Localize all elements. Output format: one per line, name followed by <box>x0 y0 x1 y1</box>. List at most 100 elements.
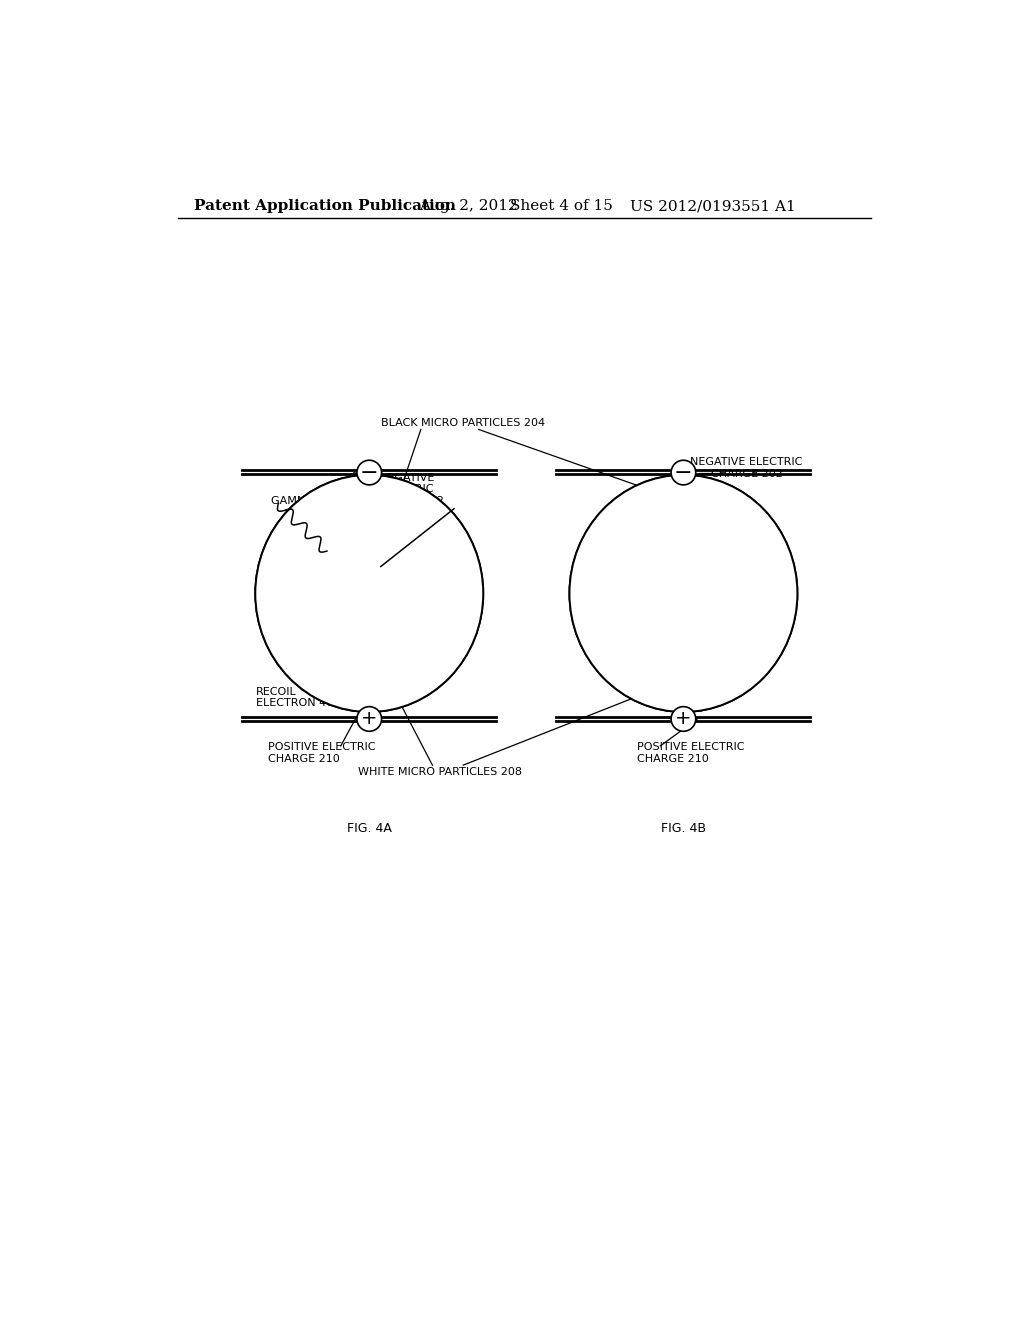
Circle shape <box>378 688 393 705</box>
Circle shape <box>666 586 682 602</box>
Circle shape <box>734 556 750 573</box>
Circle shape <box>624 512 640 528</box>
Circle shape <box>309 630 326 645</box>
Circle shape <box>327 601 343 616</box>
Circle shape <box>360 659 377 675</box>
Circle shape <box>301 527 317 543</box>
Circle shape <box>412 630 427 645</box>
Circle shape <box>632 644 648 660</box>
Circle shape <box>590 541 606 558</box>
Circle shape <box>691 659 708 675</box>
Circle shape <box>335 586 351 602</box>
Circle shape <box>360 512 377 528</box>
Circle shape <box>632 586 648 602</box>
Circle shape <box>649 673 666 690</box>
Circle shape <box>725 512 741 528</box>
Circle shape <box>360 572 377 587</box>
Circle shape <box>394 541 411 558</box>
Circle shape <box>428 601 444 616</box>
Circle shape <box>386 615 402 631</box>
Circle shape <box>394 512 411 528</box>
Circle shape <box>666 527 682 543</box>
Circle shape <box>657 512 674 528</box>
Circle shape <box>615 556 632 573</box>
Circle shape <box>675 688 691 705</box>
Circle shape <box>683 644 699 660</box>
Circle shape <box>275 601 292 616</box>
Circle shape <box>632 527 648 543</box>
Ellipse shape <box>569 475 798 711</box>
Circle shape <box>657 601 674 616</box>
Circle shape <box>700 615 716 631</box>
Circle shape <box>420 644 436 660</box>
Circle shape <box>717 615 733 631</box>
Circle shape <box>259 601 274 616</box>
Circle shape <box>683 615 699 631</box>
Circle shape <box>343 572 359 587</box>
Circle shape <box>327 572 343 587</box>
Circle shape <box>598 644 614 660</box>
Circle shape <box>285 644 300 660</box>
Circle shape <box>582 556 598 573</box>
Circle shape <box>624 572 640 587</box>
Circle shape <box>369 673 385 690</box>
Circle shape <box>598 556 614 573</box>
Circle shape <box>700 644 716 660</box>
Text: US 2012/0193551 A1: US 2012/0193551 A1 <box>630 199 796 213</box>
Circle shape <box>691 572 708 587</box>
Circle shape <box>657 572 674 587</box>
Circle shape <box>420 615 436 631</box>
Circle shape <box>649 498 666 513</box>
Circle shape <box>369 527 385 543</box>
Circle shape <box>378 659 393 675</box>
Circle shape <box>285 556 300 573</box>
Circle shape <box>632 615 648 631</box>
Circle shape <box>412 659 427 675</box>
Circle shape <box>394 572 411 587</box>
Circle shape <box>641 541 656 558</box>
Circle shape <box>751 556 767 573</box>
Circle shape <box>751 644 767 660</box>
Circle shape <box>343 483 359 499</box>
Circle shape <box>285 527 300 543</box>
Circle shape <box>386 586 402 602</box>
Circle shape <box>607 512 623 528</box>
Circle shape <box>386 644 402 660</box>
Circle shape <box>759 630 775 645</box>
Circle shape <box>709 541 725 558</box>
Text: POSITIVE ELECTRIC
CHARGE 210: POSITIVE ELECTRIC CHARGE 210 <box>267 742 375 764</box>
Ellipse shape <box>569 475 798 711</box>
Text: Sheet 4 of 15: Sheet 4 of 15 <box>510 199 613 213</box>
Circle shape <box>717 673 733 690</box>
Circle shape <box>445 572 461 587</box>
Circle shape <box>335 615 351 631</box>
Circle shape <box>590 572 606 587</box>
Circle shape <box>691 512 708 528</box>
Circle shape <box>615 644 632 660</box>
Circle shape <box>360 483 377 499</box>
Circle shape <box>666 556 682 573</box>
Circle shape <box>402 527 419 543</box>
Circle shape <box>615 527 632 543</box>
Circle shape <box>420 527 436 543</box>
Circle shape <box>293 659 309 675</box>
Circle shape <box>318 527 334 543</box>
Circle shape <box>386 498 402 513</box>
Circle shape <box>318 586 334 602</box>
Circle shape <box>709 572 725 587</box>
Circle shape <box>717 527 733 543</box>
Text: +: + <box>361 709 378 729</box>
Circle shape <box>420 673 436 690</box>
Circle shape <box>352 644 368 660</box>
Circle shape <box>420 586 436 602</box>
Circle shape <box>734 673 750 690</box>
Circle shape <box>369 556 385 573</box>
Circle shape <box>751 615 767 631</box>
Circle shape <box>683 586 699 602</box>
Circle shape <box>402 498 419 513</box>
Circle shape <box>607 630 623 645</box>
Circle shape <box>742 512 759 528</box>
Circle shape <box>582 615 598 631</box>
Circle shape <box>428 572 444 587</box>
Text: −: − <box>360 462 379 483</box>
